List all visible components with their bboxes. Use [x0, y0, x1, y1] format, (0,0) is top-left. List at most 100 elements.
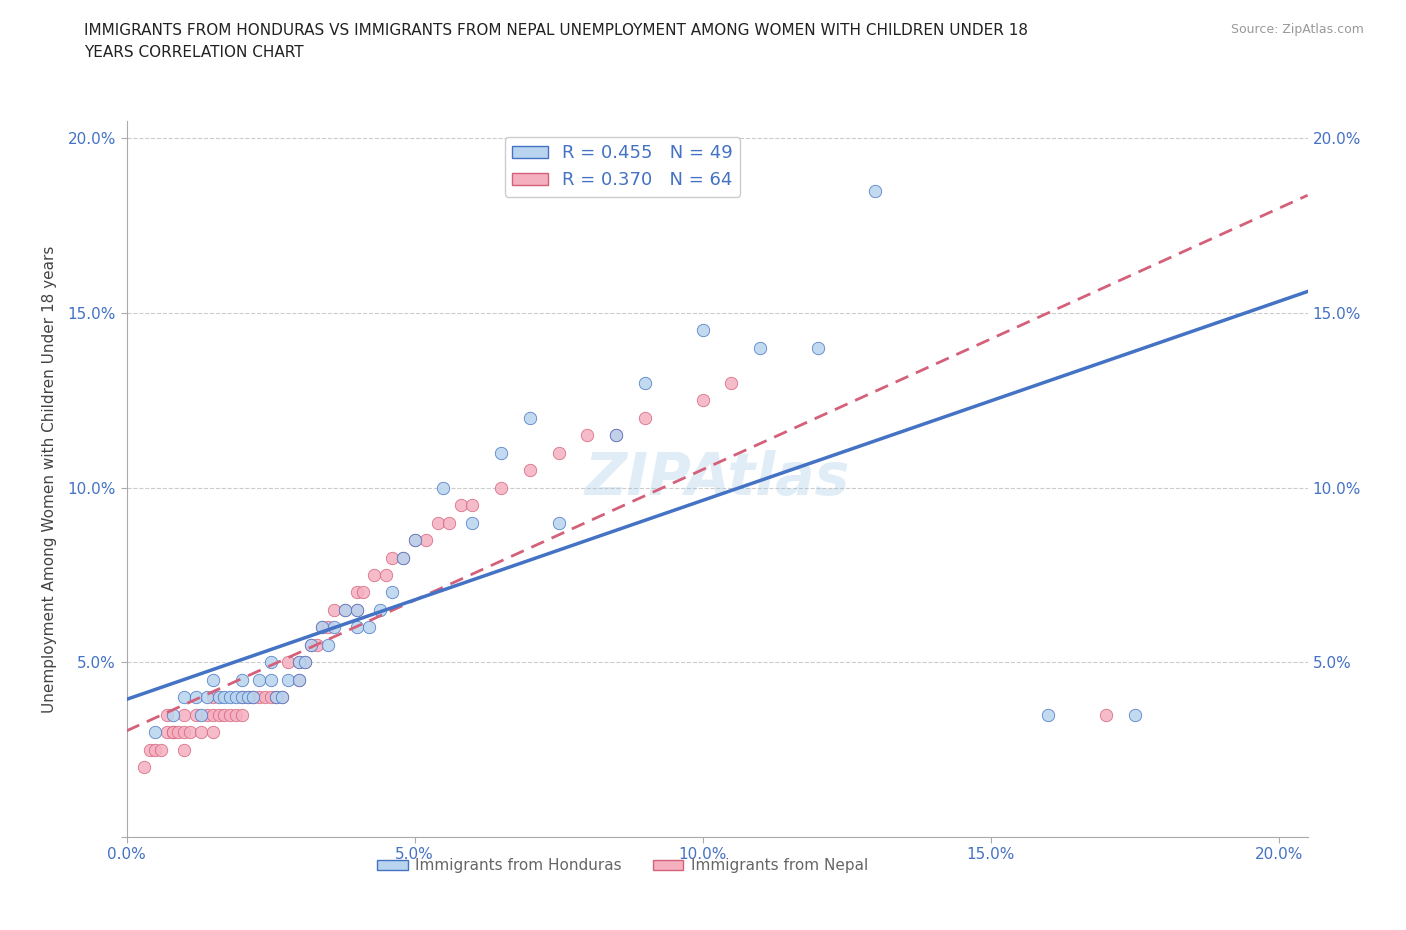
Point [190, 724, 212, 739]
Point [404, 533, 426, 548]
Point [195, 690, 218, 705]
Point [143, 724, 166, 739]
Point [208, 708, 231, 723]
Point [605, 428, 627, 443]
Point [634, 410, 657, 425]
Point [346, 603, 368, 618]
Point [247, 690, 270, 705]
Point [519, 463, 541, 478]
Point [374, 567, 396, 582]
Point [547, 515, 569, 530]
Point [173, 724, 195, 739]
Point [184, 690, 207, 705]
Point [162, 708, 184, 723]
Point [271, 690, 294, 705]
Point [363, 567, 385, 582]
Point [156, 708, 179, 723]
Point [219, 690, 242, 705]
Text: Source: ZipAtlas.com: Source: ZipAtlas.com [1230, 23, 1364, 36]
Point [173, 742, 195, 757]
Point [461, 498, 484, 512]
Point [392, 551, 415, 565]
Point [547, 445, 569, 460]
Point [294, 655, 316, 670]
Point [323, 603, 346, 618]
Point [288, 655, 311, 670]
Point [259, 690, 281, 705]
Point [392, 551, 415, 565]
Point [346, 603, 368, 618]
Point [242, 690, 264, 705]
Point [461, 515, 484, 530]
Point [167, 724, 190, 739]
Point [432, 480, 454, 495]
Point [231, 690, 253, 705]
Point [368, 603, 391, 618]
Point [138, 742, 160, 757]
Point [225, 690, 247, 705]
Point [1123, 708, 1146, 723]
Point [162, 724, 184, 739]
Point [576, 428, 599, 443]
Point [225, 708, 247, 723]
Point [247, 672, 270, 687]
Point [605, 428, 627, 443]
Text: IMMIGRANTS FROM HONDURAS VS IMMIGRANTS FROM NEPAL UNEMPLOYMENT AMONG WOMEN WITH : IMMIGRANTS FROM HONDURAS VS IMMIGRANTS F… [84, 23, 1028, 38]
Point [156, 724, 179, 739]
Point [1038, 708, 1060, 723]
Point [294, 655, 316, 670]
Point [305, 637, 328, 652]
Text: YEARS CORRELATION CHART: YEARS CORRELATION CHART [84, 45, 304, 60]
Point [299, 637, 322, 652]
Point [179, 724, 201, 739]
Point [489, 445, 512, 460]
Point [214, 690, 236, 705]
Point [346, 585, 368, 600]
Point [352, 585, 374, 600]
Point [231, 690, 253, 705]
Point [162, 724, 184, 739]
Point [259, 672, 281, 687]
Point [380, 585, 402, 600]
Point [316, 620, 339, 635]
Point [266, 690, 288, 705]
Point [426, 515, 449, 530]
Point [195, 708, 218, 723]
Point [277, 655, 299, 670]
Point [208, 690, 231, 705]
Point [519, 410, 541, 425]
Point [231, 672, 253, 687]
Point [173, 708, 195, 723]
Point [201, 672, 224, 687]
Point [277, 672, 299, 687]
Point [720, 376, 742, 391]
Point [346, 620, 368, 635]
Point [201, 708, 224, 723]
Point [311, 620, 333, 635]
Legend: Immigrants from Honduras, Immigrants from Nepal: Immigrants from Honduras, Immigrants fro… [371, 852, 875, 880]
Point [259, 655, 281, 670]
Point [201, 690, 224, 705]
Point [242, 690, 264, 705]
Point [692, 323, 714, 338]
Point [150, 742, 173, 757]
Point [288, 655, 311, 670]
Point [214, 708, 236, 723]
Point [184, 708, 207, 723]
Point [1095, 708, 1118, 723]
Point [489, 480, 512, 495]
Point [266, 690, 288, 705]
Point [335, 603, 357, 618]
Point [749, 340, 772, 355]
Point [316, 637, 339, 652]
Point [299, 637, 322, 652]
Point [236, 690, 259, 705]
Text: ZIPAtlas: ZIPAtlas [585, 450, 849, 508]
Point [253, 690, 276, 705]
Point [201, 724, 224, 739]
Point [357, 620, 380, 635]
Point [634, 376, 657, 391]
Point [311, 620, 333, 635]
Point [380, 551, 402, 565]
Point [335, 603, 357, 618]
